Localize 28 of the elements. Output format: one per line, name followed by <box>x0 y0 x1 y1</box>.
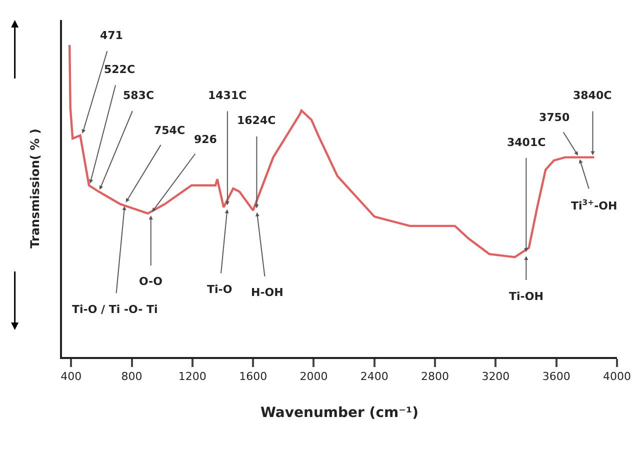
annotation: Ti-O / Ti -O- Ti <box>72 303 158 316</box>
x-tick-label: 3600 <box>542 370 570 384</box>
x-tick-label: 1200 <box>178 370 206 384</box>
x-axis-title: Wavenumber (cm⁻¹) <box>260 405 419 421</box>
annotation: 926 <box>194 133 218 146</box>
annotation: H-OH <box>251 286 284 299</box>
x-tick-label: 2800 <box>421 370 450 384</box>
annotation: O-O <box>139 275 162 288</box>
annotation: 754C <box>154 124 186 137</box>
annotation: Ti-O <box>207 283 232 296</box>
x-tick-label: 2400 <box>360 370 388 384</box>
x-tick-label: 1600 <box>239 370 268 384</box>
annotation: 3401C <box>507 136 546 149</box>
annotation: Ti-OH <box>509 290 544 303</box>
annotation: 522C <box>104 63 136 76</box>
x-tick-label: 2000 <box>300 370 328 384</box>
x-tick-label: 400 <box>60 370 82 384</box>
annotation: 471 <box>100 29 123 42</box>
annotation: Ti$^{3+}$-OH <box>571 198 618 213</box>
annotation: 1624C <box>237 114 276 127</box>
annotation: 583C <box>123 89 154 102</box>
x-tick-label: 4000 <box>603 370 631 384</box>
x-tick-label: 800 <box>121 370 142 384</box>
y-axis-title: Transmission( % ) <box>28 128 42 248</box>
annotation: 1431C <box>208 89 247 102</box>
x-tick-label: 3200 <box>482 370 510 384</box>
annotation: 3750 <box>539 111 570 124</box>
annotation: 3840C <box>573 89 612 102</box>
